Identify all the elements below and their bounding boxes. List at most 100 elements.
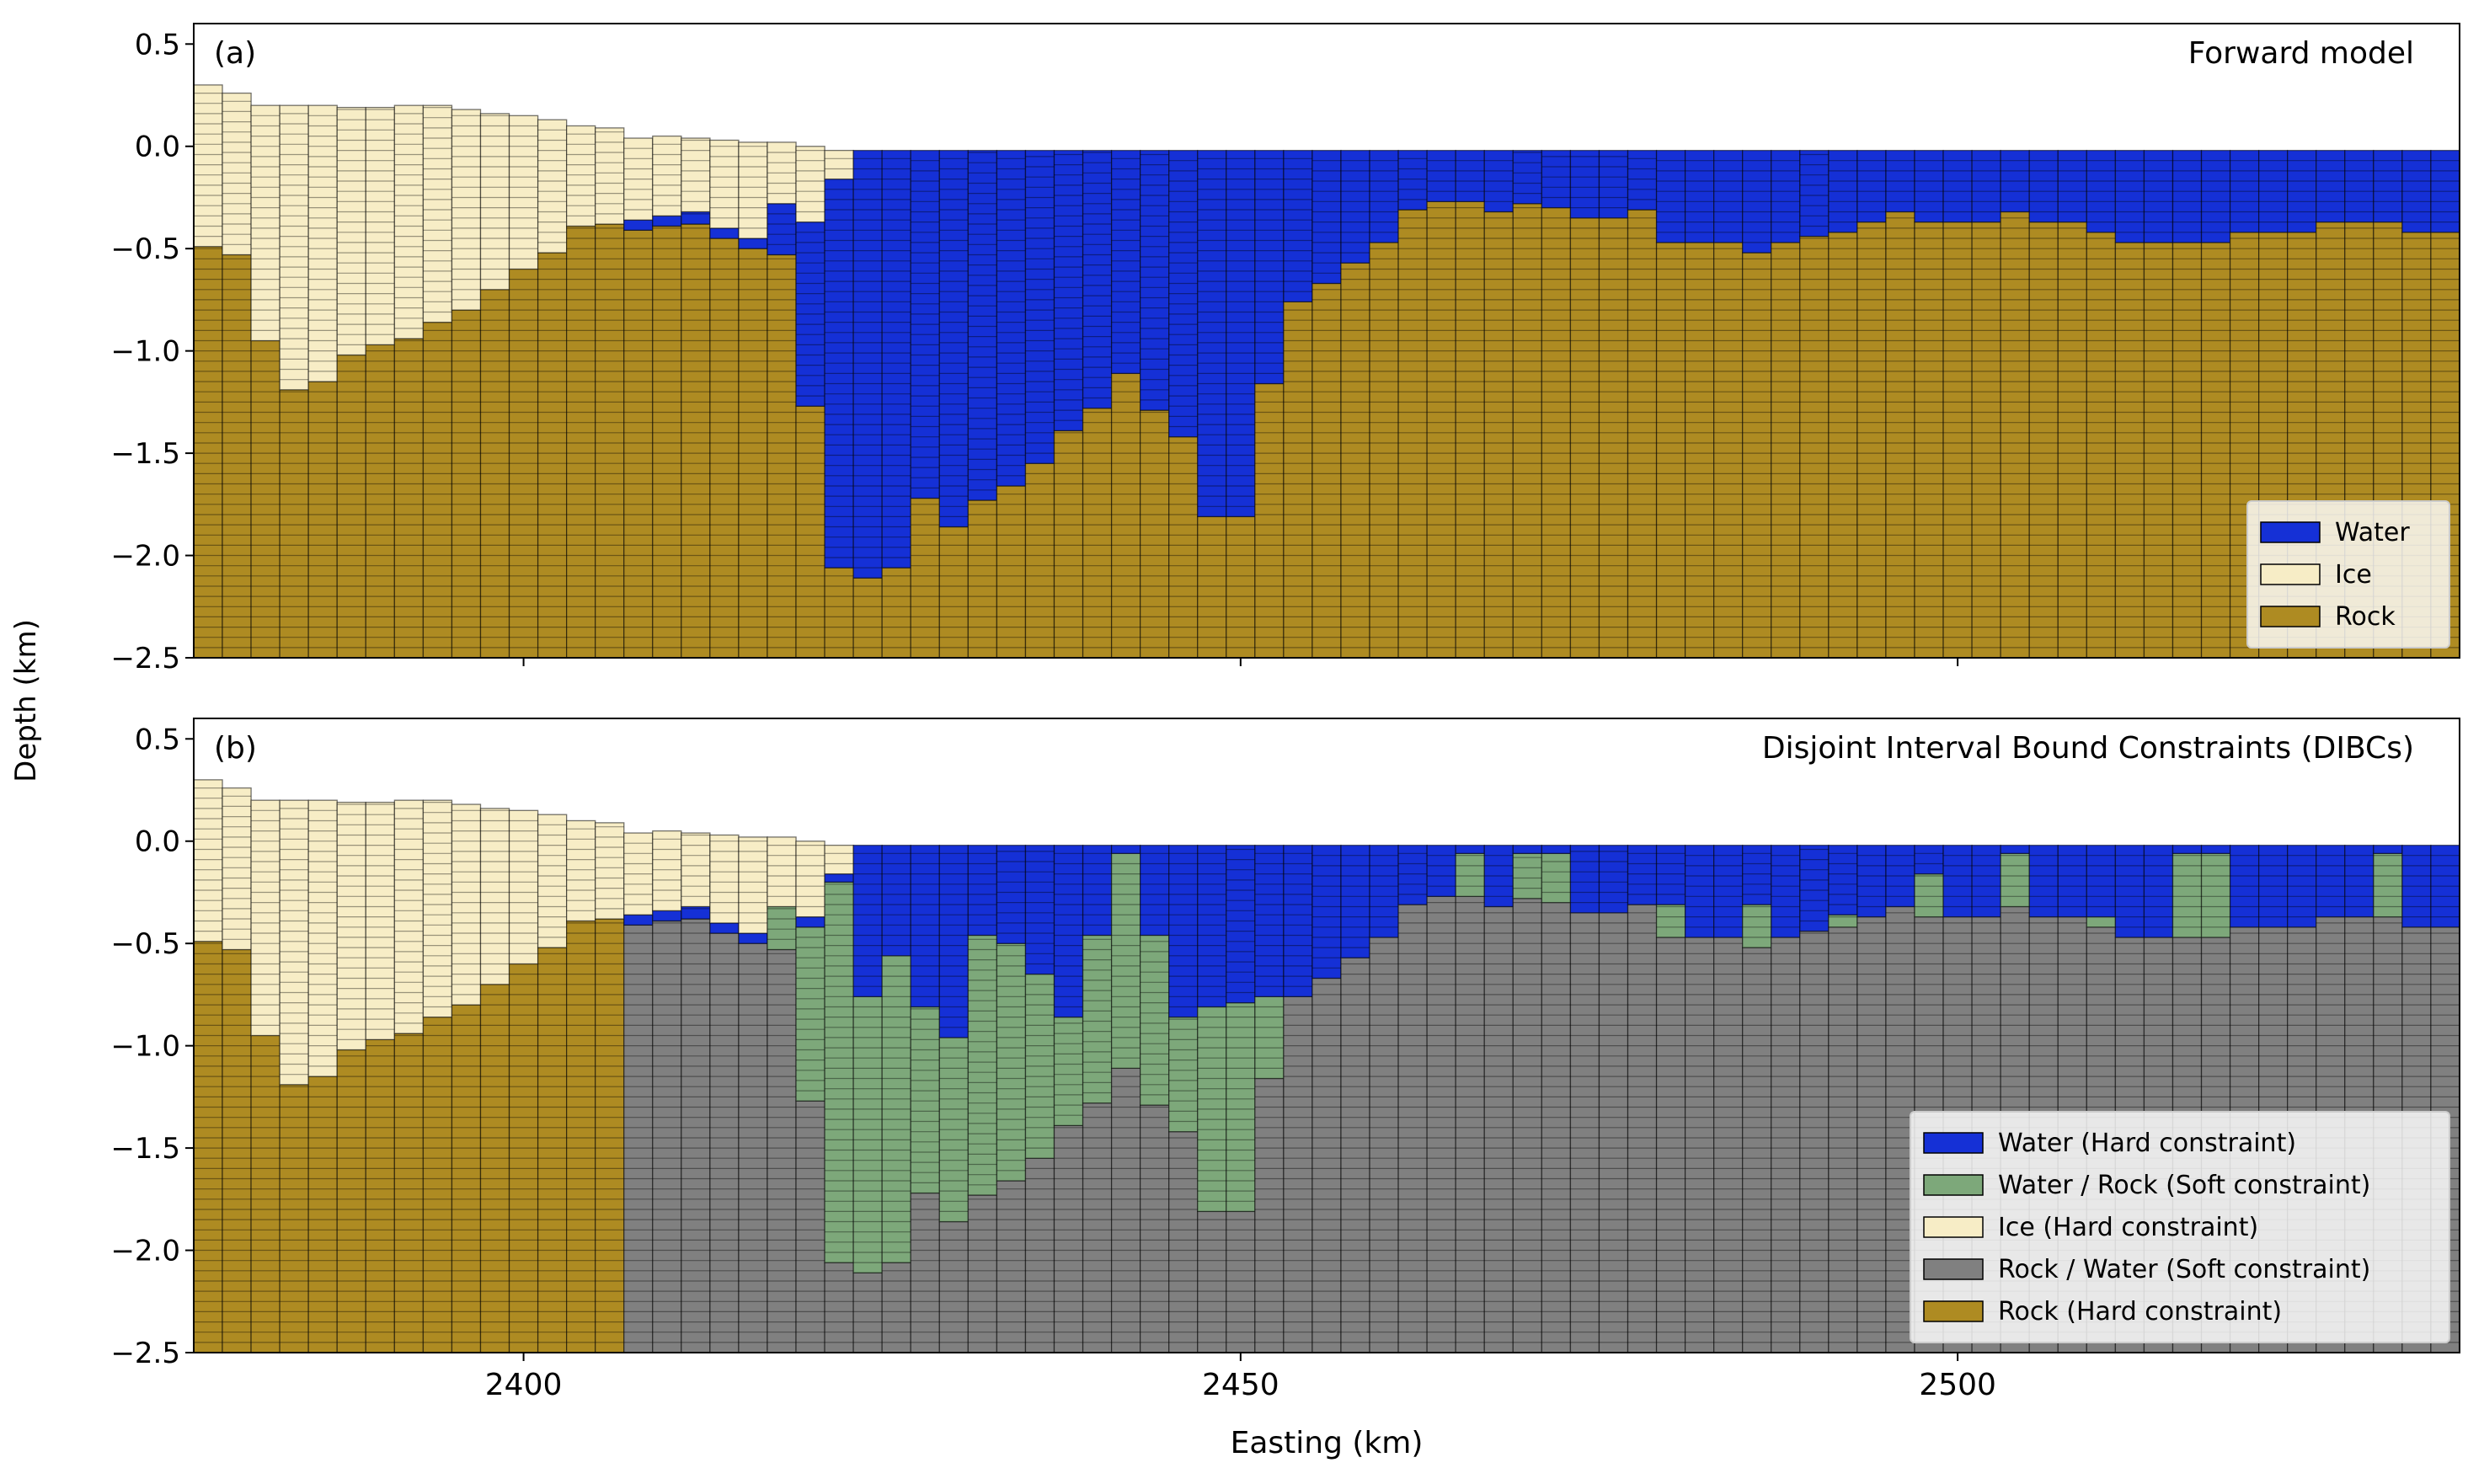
layer-water	[1771, 150, 1800, 243]
cell-gridlines	[1484, 160, 1514, 202]
layer-water-rock-soft-constraint	[1111, 853, 1141, 1069]
cell-gridlines	[1254, 852, 1284, 987]
layer-rock	[1627, 210, 1657, 658]
cell-gridlines	[1456, 207, 1485, 649]
layer-rock	[1054, 430, 1083, 658]
cell-gridlines	[1082, 152, 1112, 399]
cell-gridlines	[1713, 248, 1743, 649]
cell-gridlines	[1915, 852, 1944, 865]
cell-gridlines	[1627, 157, 1657, 200]
cell-gridlines	[280, 1086, 309, 1343]
cell-gridlines	[1513, 902, 1542, 1343]
layer-rock-water-soft-constraint	[1599, 912, 1628, 1353]
cell-gridlines	[767, 845, 797, 897]
cell-gridlines	[1111, 862, 1141, 1059]
layer-water-hard-constraint	[1943, 845, 1973, 917]
layer-water-rock-soft-constraint	[1197, 1006, 1226, 1212]
layer-rock-water-soft-constraint	[623, 925, 653, 1353]
layer-rock	[2001, 211, 2030, 658]
cell-gridlines	[2029, 855, 2059, 908]
cell-gridlines	[1197, 1219, 1226, 1343]
layer-water	[1226, 150, 1255, 517]
layer-water	[1311, 150, 1342, 284]
cell-gridlines	[1627, 852, 1657, 895]
layer-water	[2029, 150, 2059, 222]
cell-gridlines	[222, 258, 252, 649]
cell-gridlines	[1283, 157, 1312, 292]
cell-gridlines	[825, 852, 854, 865]
layer-water	[2430, 150, 2460, 232]
cell-gridlines	[767, 152, 797, 195]
cell-gridlines	[2172, 855, 2202, 928]
cell-gridlines	[509, 819, 538, 954]
cell-gridlines	[1656, 160, 1685, 233]
layer-water-hard-constraint	[2230, 845, 2259, 927]
layer-rock	[480, 289, 510, 658]
cell-gridlines	[1886, 160, 1915, 202]
layer-water-rock-soft-constraint	[1082, 935, 1112, 1103]
layer-water-hard-constraint	[939, 845, 969, 1038]
layer-rock-water-soft-constraint	[1111, 1068, 1141, 1353]
cell-gridlines	[1197, 852, 1226, 997]
cell-gridlines	[1025, 984, 1055, 1149]
layer-water-rock-soft-constraint	[1828, 915, 1857, 927]
layer-water	[709, 227, 739, 239]
cell-gridlines	[1054, 852, 1083, 1008]
layer-water	[1541, 150, 1571, 208]
layer-water-hard-constraint	[2430, 845, 2460, 927]
layer-water-rock-soft-constraint	[996, 943, 1026, 1181]
cell-gridlines	[480, 115, 510, 280]
cell-gridlines	[2344, 160, 2374, 213]
layer-water-hard-constraint	[2344, 845, 2374, 917]
layer-water	[1885, 150, 1915, 212]
layer-water-hard-constraint	[1513, 845, 1542, 854]
layer-water-hard-constraint	[1742, 845, 1771, 905]
layer-water	[1168, 150, 1198, 437]
cell-gridlines	[1856, 855, 1886, 908]
legend: Water (Hard constraint) Water / Rock (Sof…	[1910, 1111, 2450, 1343]
layer-rock	[825, 568, 854, 658]
cell-gridlines	[1197, 524, 1226, 649]
cell-gridlines	[1082, 411, 1112, 649]
cell-gridlines	[739, 258, 767, 649]
layer-ice	[796, 146, 825, 222]
cell-gridlines	[2001, 217, 2030, 649]
layer-water-hard-constraint	[1685, 845, 1714, 937]
layer-water	[652, 216, 681, 227]
layer-rock	[1140, 410, 1169, 658]
cell-gridlines	[537, 953, 567, 1343]
cell-gridlines	[251, 809, 280, 1026]
layer-water-hard-constraint	[2287, 845, 2316, 927]
cell-gridlines	[796, 845, 825, 908]
cell-gridlines	[1771, 248, 1800, 649]
layer-water-hard-constraint	[1226, 845, 1255, 1003]
layer-ice-hard-constraint	[394, 800, 424, 1034]
cell-gridlines	[1570, 851, 1600, 904]
layer-water	[1627, 150, 1657, 211]
layer-rock	[911, 498, 940, 658]
layer-water	[1915, 150, 1944, 222]
layer-water-hard-constraint	[2172, 845, 2202, 854]
cell-gridlines	[2115, 248, 2145, 649]
legend-label: Ice (Hard constraint)	[1998, 1213, 2258, 1242]
layer-water-rock-soft-constraint	[853, 996, 883, 1273]
layer-rock	[1742, 253, 1771, 658]
layer-rock	[1943, 222, 1973, 658]
layer-water-hard-constraint	[911, 845, 940, 1007]
y-tick-label: −1.0	[110, 335, 180, 369]
cell-gridlines	[739, 146, 767, 229]
cell-gridlines	[308, 1086, 338, 1343]
cell-gridlines	[1456, 902, 1485, 1343]
cell-gridlines	[623, 147, 653, 211]
cell-gridlines	[1828, 852, 1857, 905]
cell-gridlines	[1484, 855, 1514, 897]
cell-gridlines	[394, 113, 424, 329]
cell-gridlines	[1742, 160, 1771, 243]
cell-gridlines	[825, 1270, 854, 1343]
layer-rock-water-soft-constraint	[1771, 937, 1800, 1353]
cell-gridlines	[1140, 411, 1169, 649]
layer-water-hard-constraint	[681, 906, 710, 920]
cell-gridlines	[882, 157, 911, 558]
cell-gridlines	[767, 213, 797, 245]
cell-gridlines	[825, 575, 854, 649]
